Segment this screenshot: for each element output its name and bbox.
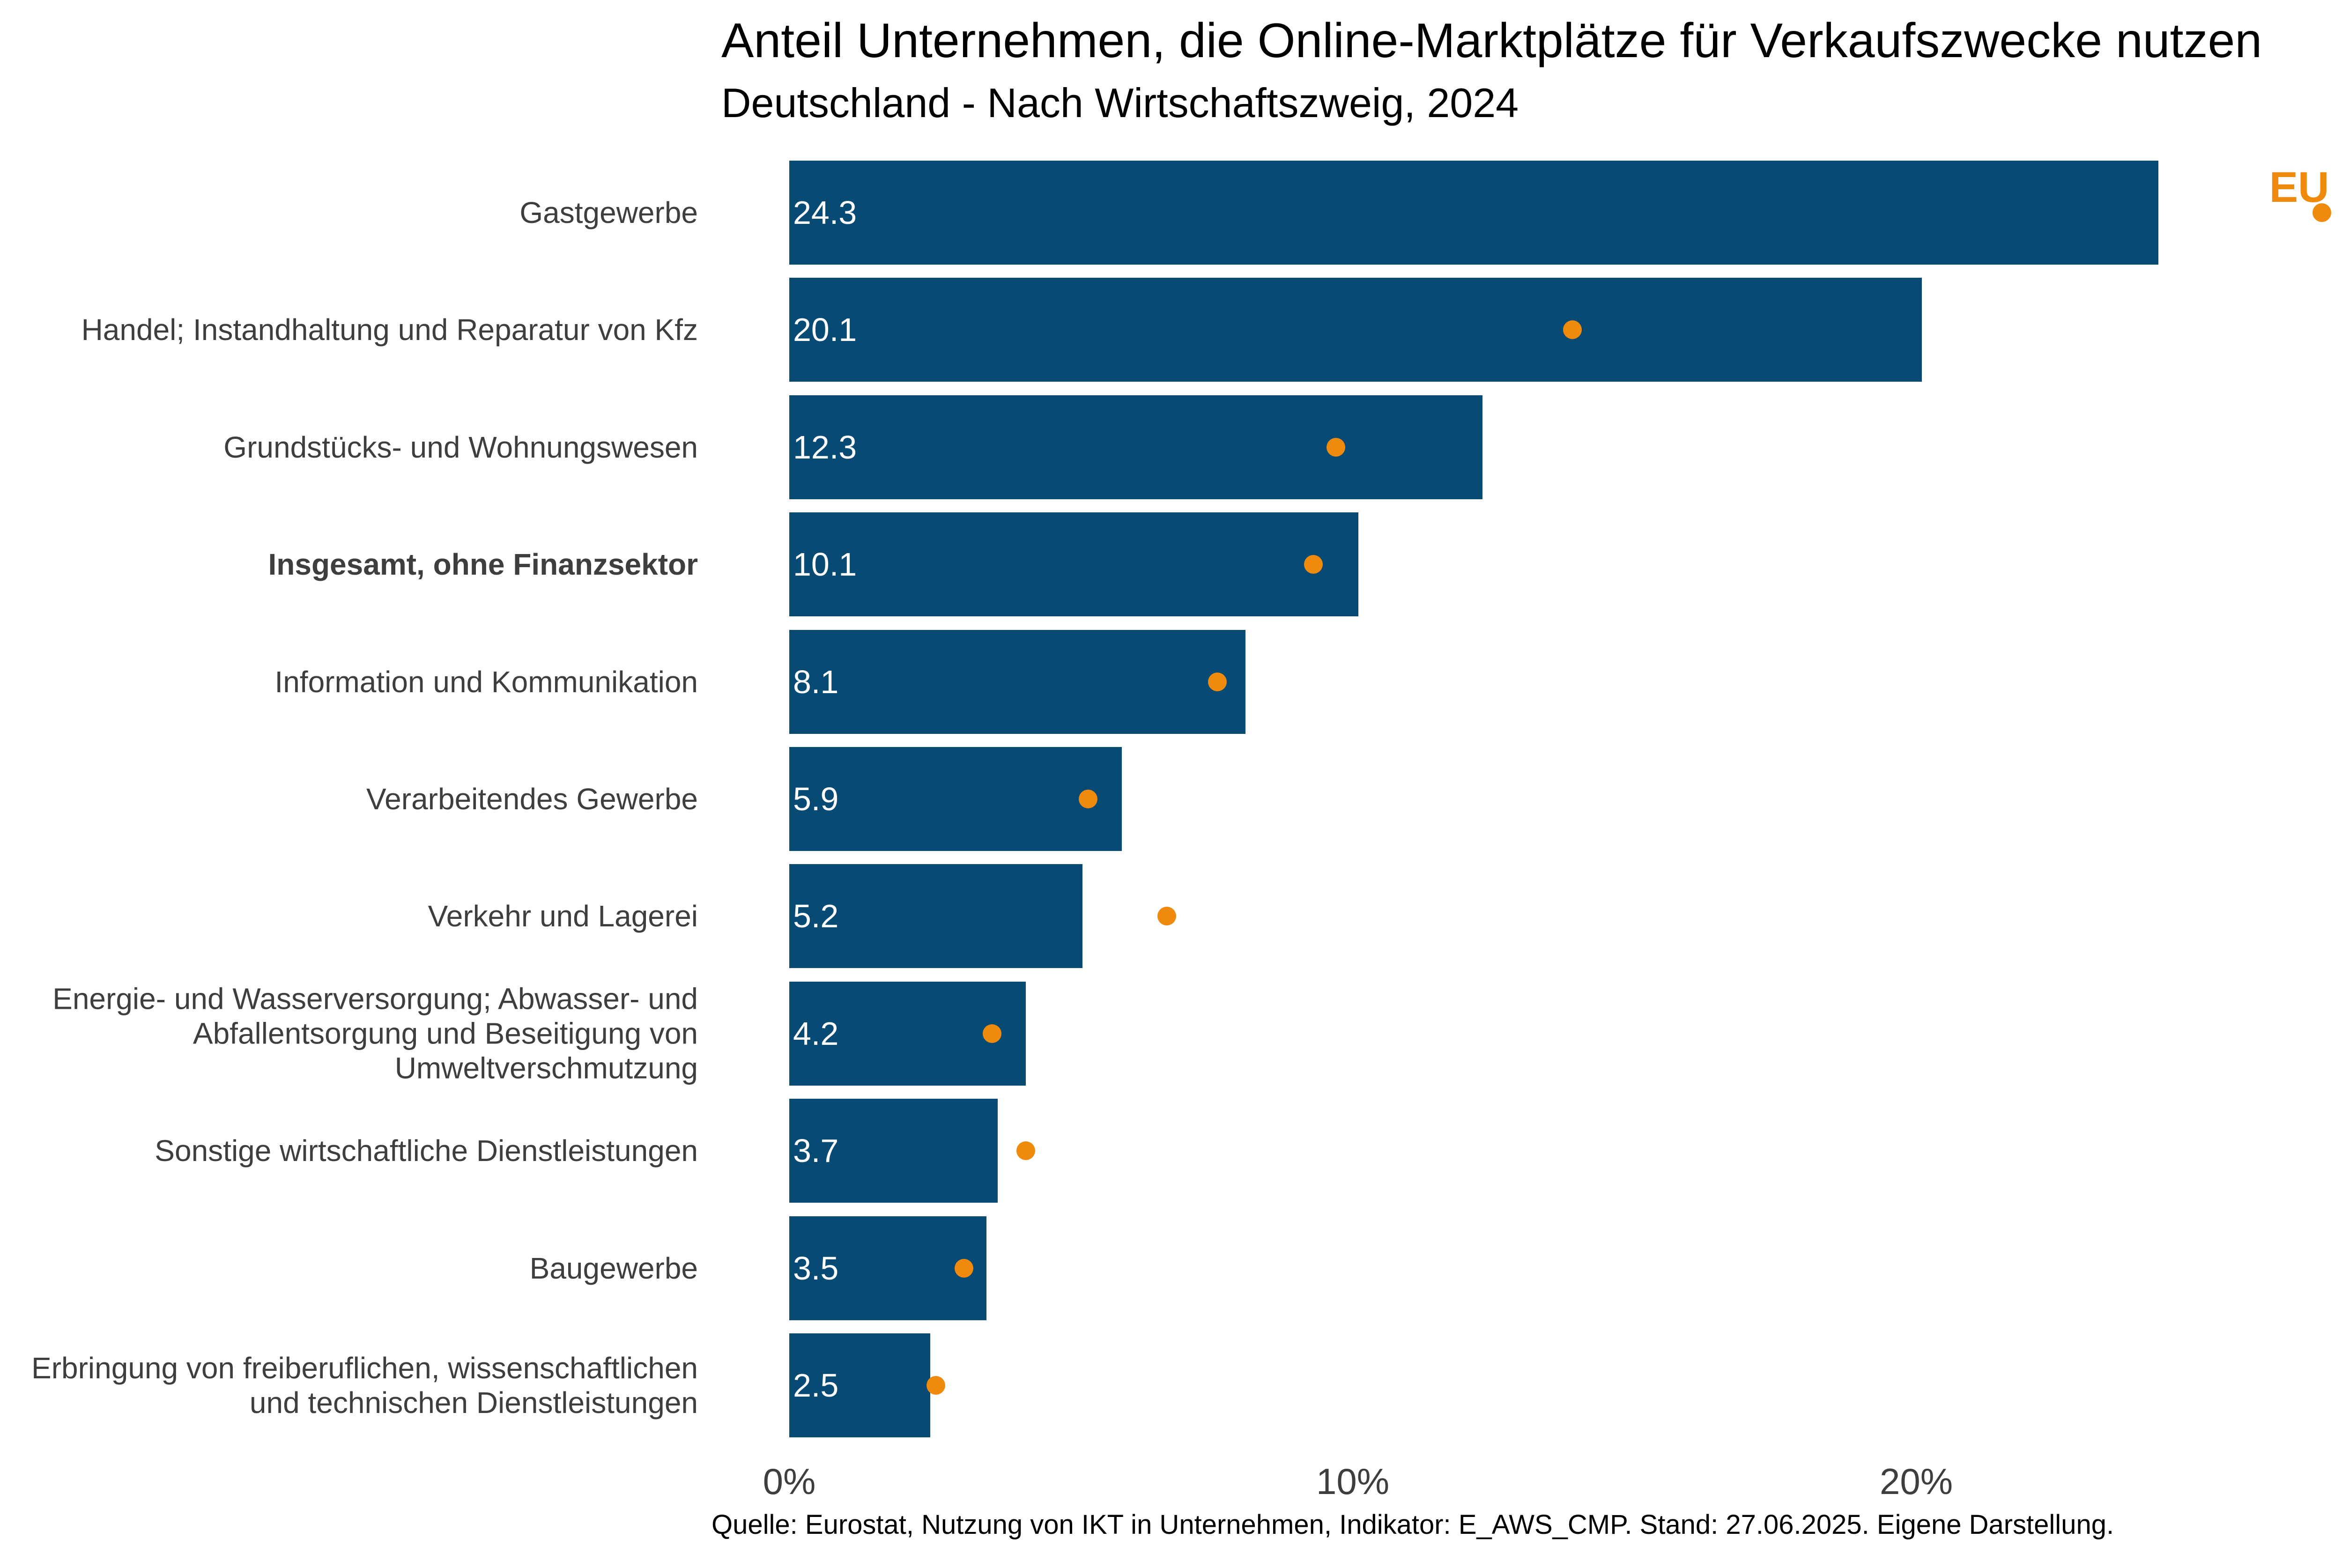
chart-subtitle: Deutschland - Nach Wirtschaftszweig, 202… <box>721 80 1519 126</box>
bar-value-label: 12.3 <box>793 429 857 466</box>
eu-average-dot <box>2312 203 2332 222</box>
eu-average-dot <box>1326 437 1345 457</box>
bar-value-label: 5.9 <box>793 781 839 817</box>
category-label: Handel; Instandhaltung und Reparatur von… <box>81 313 698 347</box>
bar-value-label: 5.2 <box>793 898 839 935</box>
category-label: Verkehr und Lagerei <box>428 899 698 933</box>
eu-average-dot <box>1563 320 1582 340</box>
category-label: Baugewerbe <box>529 1251 698 1285</box>
germany-value-bar <box>789 161 2159 265</box>
eu-average-dot <box>1016 1141 1036 1161</box>
eu-average-dot <box>1157 907 1176 926</box>
germany-value-bar <box>789 747 1122 851</box>
x-axis-tick-label: 20% <box>1879 1461 1953 1502</box>
germany-value-bar <box>789 629 1246 734</box>
bar-value-label: 24.3 <box>793 194 857 231</box>
source-note: Quelle: Eurostat, Nutzung von IKT in Unt… <box>711 1509 2114 1540</box>
category-label: Insgesamt, ohne Finanzsektor <box>268 547 698 582</box>
eu-average-dot <box>1208 672 1227 691</box>
eu-average-dot <box>1078 790 1097 808</box>
eu-average-dot <box>1304 555 1323 574</box>
eu-average-dot <box>926 1376 945 1395</box>
bar-value-label: 10.1 <box>793 546 857 583</box>
category-label: Grundstücks- und Wohnungswesen <box>223 430 698 464</box>
bar-value-label: 4.2 <box>793 1015 839 1052</box>
category-label: Sonstige wirtschaftliche Dienstleistunge… <box>155 1134 698 1168</box>
germany-value-bar <box>789 1333 930 1437</box>
germany-value-bar <box>789 512 1359 617</box>
eu-average-dot <box>983 1024 1002 1043</box>
x-axis-tick-label: 0% <box>763 1461 816 1502</box>
germany-value-bar <box>789 1216 987 1320</box>
x-axis-tick-label: 10% <box>1316 1461 1390 1502</box>
germany-value-bar <box>789 395 1482 499</box>
eu-average-dot <box>954 1258 973 1278</box>
germany-value-bar <box>789 1099 998 1203</box>
category-label: Gastgewerbe <box>519 195 698 229</box>
germany-value-bar <box>789 864 1082 969</box>
category-label: Energie- und Wasserversorgung; Abwasser-… <box>52 982 698 1085</box>
category-label: Information und Kommunikation <box>274 665 698 699</box>
bar-value-label: 2.5 <box>793 1367 839 1404</box>
bar-value-label: 3.5 <box>793 1250 839 1287</box>
eu-average-legend-label: EU Ø <box>2269 163 2342 211</box>
bar-value-label: 8.1 <box>793 663 839 700</box>
germany-value-bar <box>789 278 1922 382</box>
bar-value-label: 3.7 <box>793 1132 839 1169</box>
category-label: Verarbeitendes Gewerbe <box>366 782 698 816</box>
category-label: Erbringung von freiberuflichen, wissensc… <box>31 1351 698 1420</box>
bar-value-label: 20.1 <box>793 311 857 348</box>
chart-title: Anteil Unternehmen, die Online-Marktplät… <box>721 14 2262 68</box>
